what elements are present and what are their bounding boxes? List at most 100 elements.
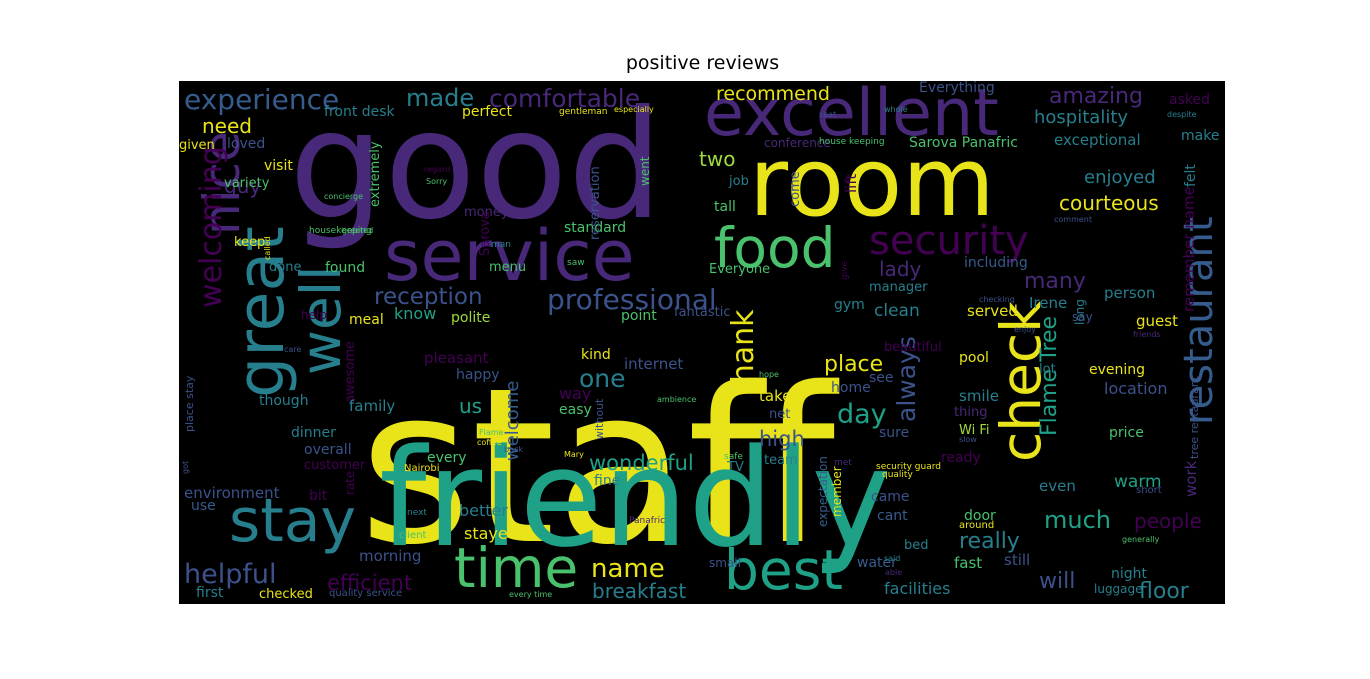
word-recommend: recommend <box>716 83 830 105</box>
word-exceptional: exceptional <box>1054 131 1141 149</box>
word-still: still <box>1004 551 1031 569</box>
word-client: client <box>399 530 427 541</box>
word-wonderful: wonderful <box>589 451 694 475</box>
word-reservation: reservation <box>588 166 603 240</box>
word-including: including <box>964 255 1028 271</box>
word-home: home <box>831 380 871 396</box>
word-safe: safe <box>724 452 743 462</box>
word-nairobi: Nairobi <box>404 463 440 474</box>
word-first: first <box>196 585 224 601</box>
word-guy: guy <box>224 174 262 198</box>
word-internet: internet <box>624 355 684 373</box>
word-despite: despite <box>1167 110 1197 119</box>
word-comfortable: comfortable <box>489 84 641 113</box>
word-money: money <box>464 205 509 220</box>
word-people: people <box>1134 509 1202 533</box>
word-environment: environment <box>184 484 280 502</box>
chart-title: positive reviews <box>625 52 780 74</box>
word-way: way <box>559 384 592 403</box>
word-polite: polite <box>451 310 491 326</box>
word-job: job <box>729 174 749 189</box>
word-tv: TV <box>727 460 744 475</box>
word-served: served <box>967 302 1018 320</box>
word-take: take <box>759 387 792 405</box>
word-regard: regard <box>424 165 451 174</box>
word-especially: especially <box>614 105 654 114</box>
word-two: two <box>699 147 736 171</box>
word-amazing: amazing <box>1049 84 1143 109</box>
word-help: help <box>301 308 327 322</box>
word-us: us <box>459 394 483 418</box>
word-sure: sure <box>879 425 910 441</box>
word-floor: floor <box>1139 579 1189 604</box>
word-man: man <box>491 240 511 250</box>
word-pleasant: pleasant <box>424 349 489 367</box>
word-standard: standard <box>564 220 627 236</box>
word-security: security <box>869 218 1029 264</box>
word-door: door <box>964 508 996 524</box>
word-care: care <box>284 345 302 354</box>
word-work: work <box>1182 460 1200 497</box>
word-lot: lot <box>1039 362 1056 377</box>
word-need: need <box>202 114 252 138</box>
word-loved: loved <box>227 136 266 152</box>
word-extremely: extremely <box>368 141 383 207</box>
word-day: day <box>837 399 887 430</box>
word-back: back <box>504 445 524 454</box>
word-small: small <box>709 556 741 570</box>
word-courteous: courteous <box>1059 191 1159 215</box>
word-tree-restaurant: tree restaurant <box>1188 376 1201 459</box>
word-quality: quality <box>882 470 913 480</box>
word-coffee: coffee <box>477 438 502 447</box>
word-stay: stay <box>229 486 357 556</box>
word-member: member <box>830 466 844 517</box>
word-efficient: efficient <box>327 571 413 595</box>
word-know: know <box>394 304 437 323</box>
word-irene: Irene <box>1029 294 1068 312</box>
word-expectation: expectation <box>816 456 830 527</box>
word-person: person <box>1104 284 1156 302</box>
word-see: see <box>869 370 894 386</box>
word-slow: slow <box>959 435 977 444</box>
word-stayed: stayed <box>464 524 518 543</box>
word-pool: pool <box>959 350 989 366</box>
word-fantastic: fantastic <box>674 305 731 320</box>
word-ready: ready <box>941 450 981 466</box>
word-remember-name: remember name <box>1180 186 1198 312</box>
word-saw: saw <box>567 258 585 268</box>
word-staff: staff <box>359 341 836 592</box>
word-lady: lady <box>879 257 922 281</box>
word-keep: keep <box>234 235 266 250</box>
word-concierge: concierge <box>324 192 364 201</box>
word-meal: meal <box>349 312 384 328</box>
word-house-keeping: house keeping <box>819 137 885 147</box>
word-front-desk: front desk <box>324 104 395 120</box>
word-went: went <box>638 156 652 186</box>
word-able: able <box>885 568 903 577</box>
word-best: best <box>724 538 843 602</box>
word-warm: warm <box>1114 472 1162 492</box>
word-customer: customer <box>304 458 366 473</box>
word-hope: hope <box>759 370 779 379</box>
word-bit: bit <box>309 488 328 504</box>
word-asked: asked <box>1169 92 1210 108</box>
word-got: got <box>181 460 190 474</box>
word-thank: thank <box>726 309 761 395</box>
word-good: good <box>289 81 663 253</box>
word-beautiful: beautiful <box>884 340 942 355</box>
word-time: time <box>454 536 579 600</box>
word-great: great <box>224 226 299 398</box>
word-tall: tall <box>714 199 736 215</box>
word-whole: whole <box>884 105 908 114</box>
word-smile: smile <box>959 387 999 405</box>
word-called: called <box>263 236 272 260</box>
word-felt: felt <box>1183 164 1199 187</box>
word-checked: checked <box>259 587 313 602</box>
word-food: food <box>714 216 836 280</box>
word-location: location <box>1104 379 1168 398</box>
word-ambience: ambience <box>657 395 697 404</box>
word-experience: experience <box>184 83 340 116</box>
word-given: given <box>179 138 215 153</box>
word-overall: overall <box>304 442 352 458</box>
word-security-guard: security guard <box>876 462 941 472</box>
